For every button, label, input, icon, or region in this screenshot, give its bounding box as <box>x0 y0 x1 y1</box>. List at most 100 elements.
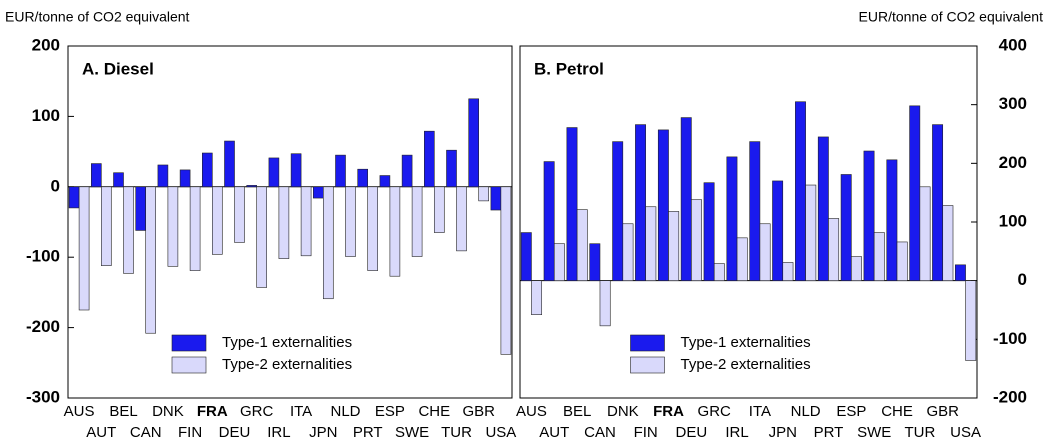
bar <box>680 117 692 281</box>
bar <box>612 141 624 281</box>
bar <box>668 211 680 281</box>
bar <box>424 130 435 188</box>
bar <box>965 280 977 361</box>
bar <box>189 186 201 271</box>
bar <box>300 186 312 257</box>
y-tick-label: 200 <box>32 35 60 54</box>
y-axis-label: EUR/tonne of CO2 equivalent <box>859 9 1044 25</box>
bar <box>645 206 657 281</box>
bar <box>490 186 502 211</box>
x-tick-label: JPN <box>309 424 337 441</box>
x-tick-label: GRC <box>240 403 274 420</box>
x-tick-label: CHE <box>418 403 450 420</box>
bar <box>942 205 954 281</box>
bar <box>772 180 784 281</box>
x-tick-label: IRL <box>267 424 290 441</box>
bar <box>691 199 702 281</box>
bar <box>145 186 156 334</box>
panel-title: A. Diesel <box>82 59 154 78</box>
x-tick-label: ITA <box>749 403 771 420</box>
bar <box>851 256 862 281</box>
y-tick-label: 400 <box>999 35 1027 54</box>
legend-label: Type-1 externalities <box>222 334 352 351</box>
panel-title: B. Petrol <box>534 59 604 78</box>
bar <box>795 101 806 281</box>
bar <box>468 98 479 188</box>
bar <box>367 186 378 271</box>
legend-swatch <box>171 356 207 374</box>
x-tick-label: NLD <box>791 403 821 420</box>
x-tick-label: ESP <box>375 403 405 420</box>
bar <box>873 232 885 281</box>
bar <box>135 186 147 231</box>
legend-swatch <box>630 356 665 374</box>
bar <box>749 141 761 281</box>
x-tick-label: JPN <box>769 424 797 441</box>
x-tick-label: USA <box>950 424 981 441</box>
y-tick-label: 0 <box>1018 270 1027 289</box>
bar <box>379 175 391 188</box>
x-tick-label: FRA <box>197 403 228 420</box>
bar <box>817 136 829 281</box>
bar <box>840 174 852 281</box>
x-tick-label: AUS <box>516 403 547 420</box>
bar <box>202 152 213 188</box>
x-tick-label: IRL <box>725 424 748 441</box>
bar <box>531 280 543 315</box>
y-tick-label: -100 <box>26 247 60 266</box>
bar <box>357 168 368 188</box>
y-tick-label: 0 <box>51 176 60 195</box>
bar <box>234 186 245 243</box>
x-tick-label: TUR <box>904 424 935 441</box>
legend-swatch <box>630 334 665 352</box>
legend-label: Type-2 externalities <box>222 356 352 373</box>
bar <box>896 241 908 281</box>
bar <box>657 129 669 281</box>
bar <box>703 182 715 281</box>
bar <box>599 280 611 327</box>
x-tick-label: TUR <box>441 424 472 441</box>
bar <box>78 186 90 311</box>
bar <box>123 186 134 274</box>
bar <box>224 140 235 188</box>
bar <box>246 185 258 188</box>
bar <box>520 232 532 281</box>
bar <box>290 153 302 188</box>
x-tick-label: SWE <box>857 424 891 441</box>
bar <box>909 105 921 281</box>
bar <box>576 209 588 281</box>
bar <box>256 186 267 288</box>
bar <box>635 124 646 281</box>
bar <box>782 262 794 281</box>
bar <box>736 237 748 281</box>
bar <box>932 124 944 281</box>
legend-swatch <box>171 334 207 352</box>
x-tick-label: GBR <box>462 403 495 420</box>
x-tick-label: GBR <box>926 403 959 420</box>
y-tick-label: 300 <box>999 94 1027 113</box>
x-tick-label: BEL <box>563 403 591 420</box>
bar <box>446 149 457 188</box>
plot-frame <box>67 45 513 399</box>
x-tick-label: GRC <box>698 403 732 420</box>
bar <box>101 186 112 266</box>
x-tick-label: AUS <box>64 403 95 420</box>
bar <box>278 186 290 259</box>
bar <box>886 159 898 281</box>
x-tick-label: CHE <box>881 403 913 420</box>
x-tick-label: PRT <box>353 424 383 441</box>
bar <box>322 186 334 300</box>
x-tick-label: USA <box>485 424 516 441</box>
x-tick-label: SWE <box>395 424 429 441</box>
bar <box>478 186 489 202</box>
x-tick-label: PRT <box>814 424 844 441</box>
bar <box>500 186 512 355</box>
bar <box>433 186 445 233</box>
bar <box>313 186 324 199</box>
y-tick-label: 100 <box>32 106 60 125</box>
y-tick-label: -200 <box>26 317 60 336</box>
bar <box>345 186 356 257</box>
bar <box>726 156 738 281</box>
bar <box>543 161 555 281</box>
legend-label: Type-2 externalities <box>681 356 811 373</box>
